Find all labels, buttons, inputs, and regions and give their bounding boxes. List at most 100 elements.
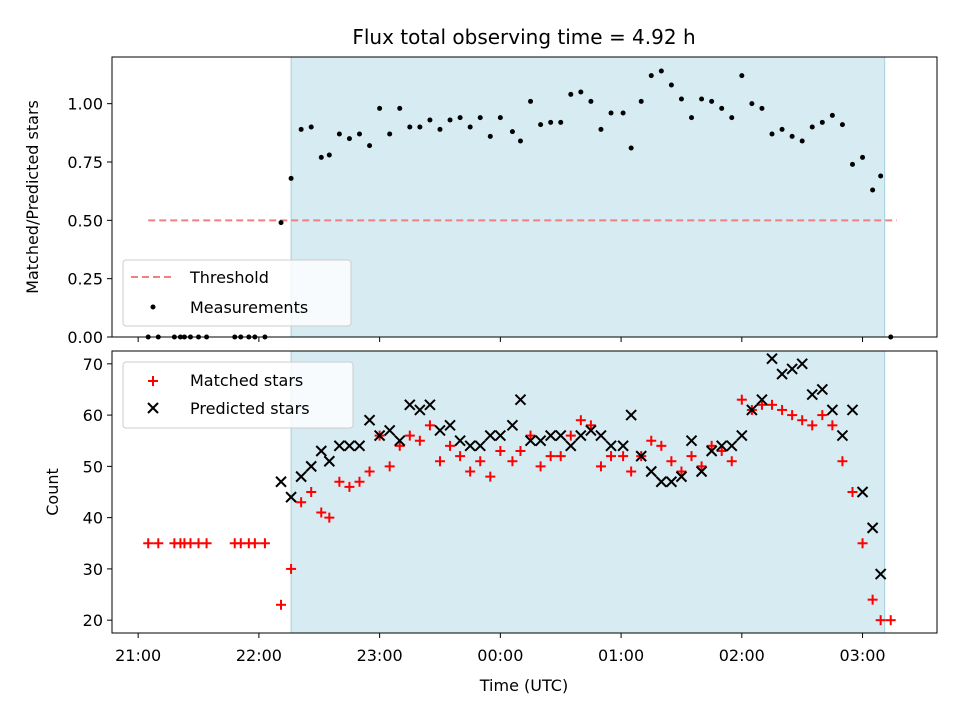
measurement-point [829, 112, 835, 118]
y-tick-label: 40 [83, 509, 103, 528]
predicted-stars-legend-swatch [147, 402, 159, 414]
measurement-point [278, 220, 284, 226]
predicted-star-marker-b [866, 522, 879, 534]
measurement-point [447, 117, 453, 123]
predicted-star-marker-b [776, 368, 788, 380]
matched-star-point [507, 456, 518, 467]
predicted-star-point [786, 363, 798, 375]
predicted-star-marker-b [756, 394, 768, 406]
predicted-star-point [373, 429, 386, 442]
measurement-point [417, 124, 423, 130]
y-tick-label: 20 [83, 611, 103, 630]
predicted-star-point [874, 568, 887, 580]
predicted-star-point [625, 409, 637, 421]
measurement-point [699, 96, 705, 102]
matched-star-point [364, 466, 375, 477]
predicted-star-marker-b [383, 424, 396, 437]
measurement-point [407, 124, 413, 130]
measurement-points [145, 68, 894, 340]
predicted-star-marker-b [806, 388, 818, 401]
predicted-star-marker-b [305, 460, 317, 473]
matched-star-point [885, 615, 896, 626]
matched-star-point [767, 399, 777, 410]
matched-star-point [555, 451, 566, 462]
predicted-star-marker-b [444, 419, 456, 432]
predicted-star-marker-b [414, 404, 426, 416]
y-tick-label: 60 [83, 406, 103, 425]
matched-star-point [414, 435, 425, 446]
matched-star-point [276, 599, 287, 610]
measurement-point [749, 101, 755, 107]
predicted-star-marker-b [617, 440, 629, 452]
predicted-star-point [295, 470, 307, 483]
measurement-point [367, 143, 373, 149]
matched-star-point [595, 461, 606, 472]
measurement-point [427, 117, 433, 123]
measurement-point [648, 73, 654, 79]
predicted-star-marker-b [315, 445, 327, 457]
predicted-star-marker-b [363, 414, 376, 426]
predicted-star-point [305, 460, 317, 473]
predicted-star-point [756, 394, 768, 406]
predicted-star-marker-b [675, 470, 688, 483]
measurement-point [878, 173, 884, 179]
predicted-star-marker-b [605, 440, 617, 452]
predicted-star-marker-b [595, 429, 607, 442]
predicted-star-marker-b [565, 440, 577, 452]
predicted-star-marker-b [323, 455, 336, 467]
measurement-point [739, 73, 745, 79]
predicted-star-marker-b [695, 465, 708, 478]
predicted-star-marker-b [454, 435, 466, 447]
matched-star-point [384, 461, 395, 472]
matched-star-point [306, 487, 317, 497]
y-tick-label: 0.75 [67, 153, 103, 172]
predicted-star-point [404, 399, 416, 411]
predicted-star-point [726, 440, 738, 452]
matched-star-point [807, 420, 818, 431]
predicted-star-point [746, 404, 758, 416]
ratio-legend: Threshold Measurements [122, 259, 352, 327]
predicted-star-point [796, 358, 808, 370]
matched-star-point [535, 461, 546, 472]
predicted-star-marker-b [353, 440, 366, 452]
matched-star-point [324, 512, 335, 523]
y-tick-label: 0.25 [67, 270, 103, 289]
predicted-star-marker-b [836, 429, 849, 442]
predicted-star-point [394, 435, 406, 447]
predicted-star-point [575, 429, 587, 442]
predicted-star-point [534, 435, 547, 447]
predicted-star-marker-b [726, 440, 738, 452]
predicted-star-point [846, 404, 859, 416]
predicted-star-marker-b [464, 440, 476, 452]
predicted-star-marker-b [874, 568, 887, 580]
predicted-star-point [585, 424, 597, 437]
observing-window-band [290, 351, 886, 633]
matched-star-point [394, 440, 405, 451]
measurement-point [437, 126, 443, 132]
measurement-point [849, 161, 855, 167]
x-tick-label: 02:00 [719, 646, 765, 665]
x-tick-label: 22:00 [236, 646, 282, 665]
matched-star-point [686, 451, 697, 462]
predicted-star-point [645, 465, 657, 478]
predicted-star-marker-b [343, 440, 356, 452]
measurement-point [638, 98, 644, 104]
measurement-point [497, 115, 503, 121]
matched-star-point [875, 615, 886, 626]
predicted-star-point [444, 419, 456, 432]
measurement-point [839, 122, 845, 128]
count-panel: 20 30 40 50 60 70 21:00 22:00 23:00 00:00 01:00 02… [83, 350, 938, 665]
predicted-star-point [635, 450, 647, 462]
predicted-star-point [323, 455, 336, 467]
measurement-point [487, 133, 493, 139]
matched-star-point [475, 456, 486, 467]
observing-window-fill [291, 57, 885, 337]
predicted-star-point [565, 440, 577, 452]
matched-star-point [434, 456, 445, 467]
predicted-star-point [675, 470, 688, 483]
y-tick-label: 50 [83, 457, 103, 476]
measurement-point [799, 138, 805, 144]
matched-star-point [656, 440, 667, 451]
predicted-star-marker-b [665, 476, 678, 488]
predicted-star-marker-b [856, 486, 869, 498]
